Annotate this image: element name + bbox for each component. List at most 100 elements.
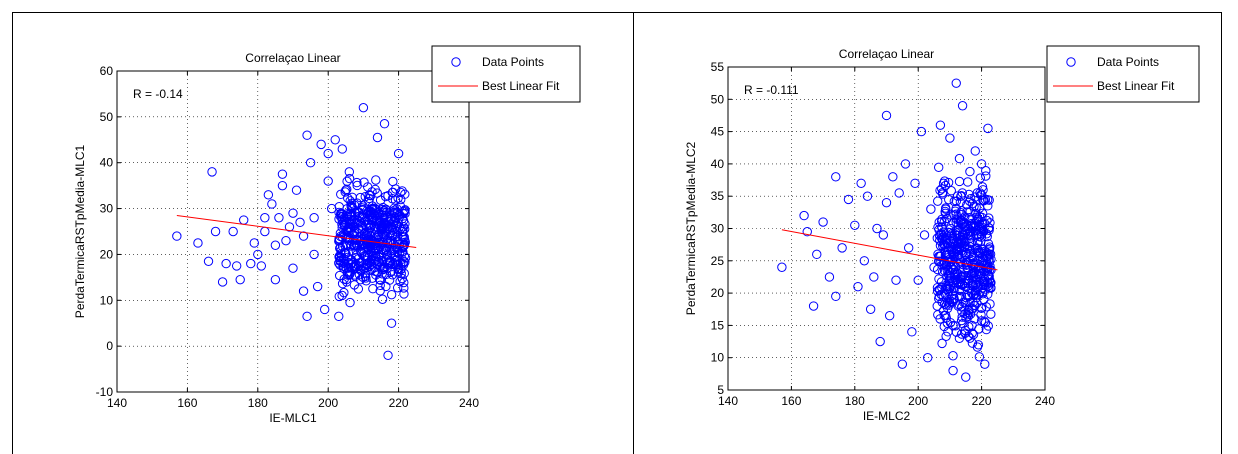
x-tick-label: 180 bbox=[248, 396, 268, 410]
data-point bbox=[356, 218, 366, 228]
data-point bbox=[984, 195, 994, 205]
data-point bbox=[986, 309, 996, 319]
data-point bbox=[284, 222, 295, 232]
y-tick-label: 0 bbox=[106, 339, 113, 353]
data-point bbox=[957, 101, 968, 111]
data-point bbox=[923, 353, 933, 363]
data-point bbox=[975, 173, 986, 183]
data-point bbox=[962, 200, 972, 210]
data-point bbox=[351, 246, 361, 256]
data-point bbox=[399, 277, 409, 288]
data-point bbox=[349, 280, 360, 290]
legend-marker-circle bbox=[451, 57, 461, 67]
data-point bbox=[352, 177, 362, 188]
data-point bbox=[977, 224, 987, 234]
data-point bbox=[916, 126, 927, 137]
data-point bbox=[334, 311, 344, 322]
data-point bbox=[358, 102, 369, 113]
data-point bbox=[396, 264, 406, 274]
data-point bbox=[398, 247, 408, 257]
data-point bbox=[246, 258, 256, 269]
legend-label: Data Points bbox=[1097, 55, 1159, 69]
data-point bbox=[972, 256, 983, 266]
x-tick-label: 220 bbox=[972, 394, 992, 408]
data-point bbox=[932, 286, 943, 296]
data-point bbox=[392, 247, 402, 258]
r-annotation: R = -0.14 bbox=[133, 87, 183, 101]
data-point bbox=[944, 276, 954, 287]
data-point bbox=[363, 235, 373, 245]
data-point bbox=[985, 261, 995, 271]
data-point bbox=[309, 249, 319, 260]
data-point bbox=[970, 262, 981, 273]
data-point bbox=[267, 199, 277, 209]
data-point bbox=[346, 267, 356, 277]
data-point bbox=[939, 176, 950, 186]
data-point bbox=[270, 240, 281, 250]
data-point bbox=[400, 219, 410, 229]
data-point bbox=[974, 277, 984, 287]
data-point bbox=[966, 218, 977, 229]
data-point bbox=[277, 169, 288, 179]
data-point bbox=[249, 238, 259, 248]
data-point bbox=[354, 270, 365, 280]
data-point bbox=[368, 284, 378, 294]
data-point bbox=[859, 256, 870, 266]
data-point bbox=[389, 207, 399, 218]
chart-title: Correlaçao Linear bbox=[839, 47, 934, 61]
x-tick-label: 180 bbox=[845, 394, 865, 408]
data-point bbox=[395, 276, 405, 287]
data-point bbox=[943, 327, 953, 337]
data-point bbox=[375, 195, 386, 205]
data-point bbox=[934, 274, 944, 284]
data-point bbox=[948, 351, 958, 361]
data-point bbox=[256, 261, 267, 271]
data-point bbox=[337, 278, 348, 289]
data-point bbox=[347, 209, 357, 220]
data-point bbox=[961, 249, 971, 260]
data-point bbox=[342, 176, 352, 187]
data-point bbox=[373, 207, 384, 217]
data-point bbox=[379, 119, 390, 129]
data-point bbox=[371, 256, 381, 266]
data-point bbox=[374, 234, 384, 245]
data-point bbox=[374, 274, 385, 285]
data-point bbox=[983, 123, 993, 134]
data-point bbox=[949, 251, 959, 262]
x-tick-label: 200 bbox=[908, 394, 928, 408]
data-point bbox=[900, 159, 911, 169]
data-point bbox=[940, 289, 951, 299]
data-point bbox=[970, 146, 980, 156]
data-point bbox=[965, 333, 975, 343]
y-tick-label: 15 bbox=[711, 318, 725, 332]
data-point bbox=[934, 293, 944, 304]
legend-label: Best Linear Fit bbox=[482, 79, 560, 93]
data-point bbox=[971, 290, 981, 300]
data-point bbox=[913, 275, 923, 285]
data-point bbox=[362, 255, 372, 266]
legend-box bbox=[1046, 45, 1200, 103]
data-point bbox=[217, 277, 228, 287]
data-point bbox=[954, 153, 965, 164]
data-point bbox=[944, 194, 954, 205]
data-point bbox=[894, 188, 904, 198]
y-tick-label: 60 bbox=[100, 64, 114, 78]
data-point bbox=[799, 210, 809, 221]
y-tick-label: 55 bbox=[711, 60, 725, 74]
data-point bbox=[352, 180, 362, 191]
data-point bbox=[399, 235, 410, 245]
data-point bbox=[377, 294, 388, 304]
data-point bbox=[976, 316, 987, 326]
data-point bbox=[323, 148, 333, 159]
fit-line bbox=[176, 214, 417, 249]
data-point bbox=[958, 318, 968, 329]
legend-label: Best Linear Fit bbox=[1097, 79, 1175, 93]
figure-frame bbox=[12, 12, 1222, 454]
data-point bbox=[384, 275, 395, 285]
data-point bbox=[979, 294, 989, 305]
data-point bbox=[935, 229, 946, 239]
y-axis-label: PerdaTermicaRSTpMedia-MLC1 bbox=[73, 144, 87, 318]
data-point bbox=[235, 274, 245, 285]
plot-border bbox=[727, 66, 1046, 391]
data-point bbox=[381, 269, 392, 280]
